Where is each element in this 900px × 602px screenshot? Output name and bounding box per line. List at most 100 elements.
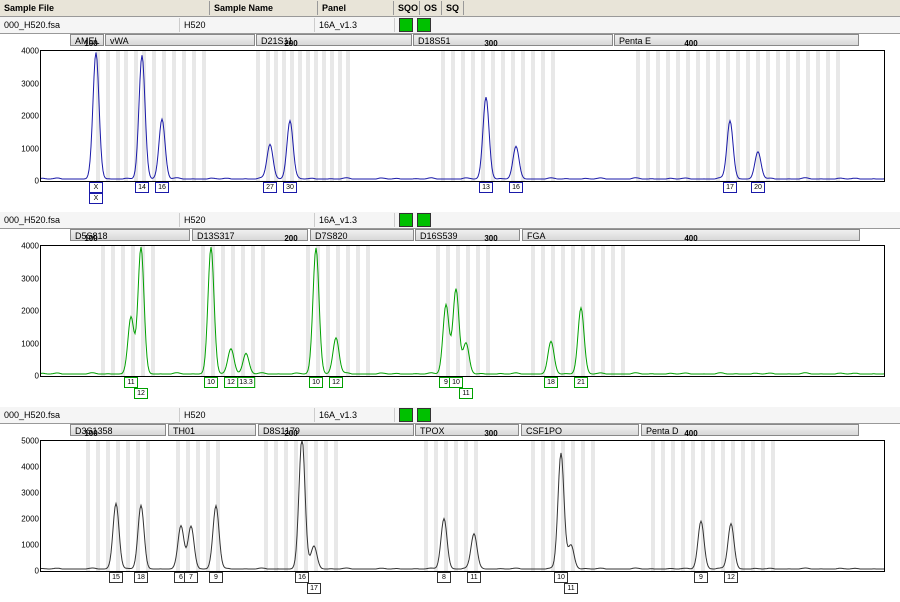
allele-call[interactable]: 14	[135, 182, 149, 193]
y-tick-label: 4000	[21, 47, 41, 56]
allele-call[interactable]: 17	[723, 182, 737, 193]
y-tick-label: 2000	[21, 112, 41, 121]
status-indicator-icon	[417, 18, 431, 32]
header-sq: SQ	[442, 1, 464, 15]
x-tick-label: 300	[484, 39, 497, 48]
header-panel: Panel	[318, 1, 394, 15]
header-sqo: SQO	[394, 1, 420, 15]
allele-call[interactable]: 12	[134, 388, 148, 399]
header-os: OS	[420, 1, 442, 15]
locus-d21s11: D21S11	[256, 34, 412, 46]
trace-svg	[41, 51, 884, 181]
allele-call[interactable]: 10	[204, 377, 218, 388]
allele-call[interactable]: 27	[263, 182, 277, 193]
sample-info-row: 000_H520.fsaH52016A_v1.3	[0, 407, 900, 424]
y-tick-label: 1000	[21, 541, 41, 550]
electropherogram-chart[interactable]: 1002003004000100020003000400050001518679…	[40, 440, 885, 572]
allele-call[interactable]: 9	[694, 572, 708, 583]
x-tick-label: 400	[684, 39, 697, 48]
allele-call[interactable]: 10	[449, 377, 463, 388]
trace-svg	[41, 246, 884, 376]
x-tick-label: 200	[284, 429, 297, 438]
locus-d7s820: D7S820	[310, 229, 414, 241]
allele-call[interactable]: 11	[564, 583, 578, 594]
panel-name: 16A_v1.3	[315, 408, 395, 422]
header-sample-file: Sample File	[0, 1, 210, 15]
y-tick-label: 5000	[21, 437, 41, 446]
sample-name: H520	[180, 408, 315, 422]
allele-call[interactable]: 10	[554, 572, 568, 583]
electropherogram-chart[interactable]: 100200300400010002000300040001112101213.…	[40, 245, 885, 377]
locus-labels-row: D5S818D13S317D7S820D16S539FGA	[0, 229, 900, 243]
allele-call[interactable]: 16	[295, 572, 309, 583]
sample-info-row: 000_H520.fsaH52016A_v1.3	[0, 17, 900, 34]
panels-container: 000_H520.fsaH52016A_v1.3AMELvWAD21S11D18…	[0, 17, 900, 572]
allele-call[interactable]: 13	[479, 182, 493, 193]
x-tick-label: 100	[84, 234, 97, 243]
y-tick-label: 4000	[21, 463, 41, 472]
panel-1: 000_H520.fsaH52016A_v1.3D5S818D13S317D7S…	[0, 212, 900, 377]
panel-2: 000_H520.fsaH52016A_v1.3D3S1358TH01D8S11…	[0, 407, 900, 572]
x-tick-label: 200	[284, 234, 297, 243]
allele-call[interactable]: 9	[209, 572, 223, 583]
electropherogram-chart[interactable]: 10020030040001000200030004000XX141627301…	[40, 50, 885, 182]
y-tick-label: 2000	[21, 515, 41, 524]
trace-svg	[41, 441, 884, 571]
y-tick-label: 2000	[21, 307, 41, 316]
sample-file: 000_H520.fsa	[0, 408, 180, 422]
allele-call[interactable]: 12	[724, 572, 738, 583]
x-tick-label: 400	[684, 429, 697, 438]
sample-name: H520	[180, 18, 315, 32]
panel-0: 000_H520.fsaH52016A_v1.3AMELvWAD21S11D18…	[0, 17, 900, 182]
allele-call[interactable]: 16	[509, 182, 523, 193]
status-indicator-icon	[417, 408, 431, 422]
locus-vwa: vWA	[105, 34, 255, 46]
x-tick-label: 200	[284, 39, 297, 48]
allele-call[interactable]: 30	[283, 182, 297, 193]
allele-call[interactable]: 12	[224, 377, 238, 388]
locus-labels-row: D3S1358TH01D8S1179TPOXCSF1POPenta D	[0, 424, 900, 438]
sample-file: 000_H520.fsa	[0, 18, 180, 32]
sample-file: 000_H520.fsa	[0, 213, 180, 227]
x-tick-label: 300	[484, 234, 497, 243]
allele-call[interactable]: 18	[544, 377, 558, 388]
allele-call[interactable]: X	[89, 193, 103, 204]
allele-call[interactable]: 11	[467, 572, 481, 583]
allele-call[interactable]: 20	[751, 182, 765, 193]
y-tick-label: 3000	[21, 489, 41, 498]
allele-call[interactable]: 15	[109, 572, 123, 583]
allele-call[interactable]: X	[89, 182, 103, 193]
panel-name: 16A_v1.3	[315, 18, 395, 32]
column-header-row: Sample FileSample NamePanelSQOOSSQ	[0, 0, 900, 17]
y-tick-label: 1000	[21, 339, 41, 348]
allele-call[interactable]: 10	[309, 377, 323, 388]
status-indicator-icon	[399, 408, 413, 422]
allele-call[interactable]: 11	[124, 377, 138, 388]
locus-csf1po: CSF1PO	[521, 424, 639, 436]
allele-call[interactable]: 11	[459, 388, 473, 399]
locus-labels-row: AMELvWAD21S11D18S51Penta E	[0, 34, 900, 48]
locus-penta e: Penta E	[614, 34, 859, 46]
allele-call[interactable]: 21	[574, 377, 588, 388]
y-tick-label: 3000	[21, 274, 41, 283]
allele-call[interactable]: 7	[184, 572, 198, 583]
x-tick-label: 100	[84, 39, 97, 48]
locus-d8s1179: D8S1179	[258, 424, 414, 436]
allele-call[interactable]: 17	[307, 583, 321, 594]
allele-call[interactable]: 18	[134, 572, 148, 583]
locus-d16s539: D16S539	[415, 229, 520, 241]
sample-info-row: 000_H520.fsaH52016A_v1.3	[0, 212, 900, 229]
status-indicators	[395, 16, 435, 34]
allele-call[interactable]: 13.3	[237, 377, 255, 388]
status-indicators	[395, 211, 435, 229]
y-tick-label: 3000	[21, 79, 41, 88]
panel-name: 16A_v1.3	[315, 213, 395, 227]
status-indicator-icon	[417, 213, 431, 227]
sample-name: H520	[180, 213, 315, 227]
y-tick-label: 4000	[21, 242, 41, 251]
allele-call[interactable]: 12	[329, 377, 343, 388]
allele-call[interactable]: 8	[437, 572, 451, 583]
locus-d18s51: D18S51	[413, 34, 613, 46]
allele-call[interactable]: 16	[155, 182, 169, 193]
y-tick-label: 1000	[21, 144, 41, 153]
